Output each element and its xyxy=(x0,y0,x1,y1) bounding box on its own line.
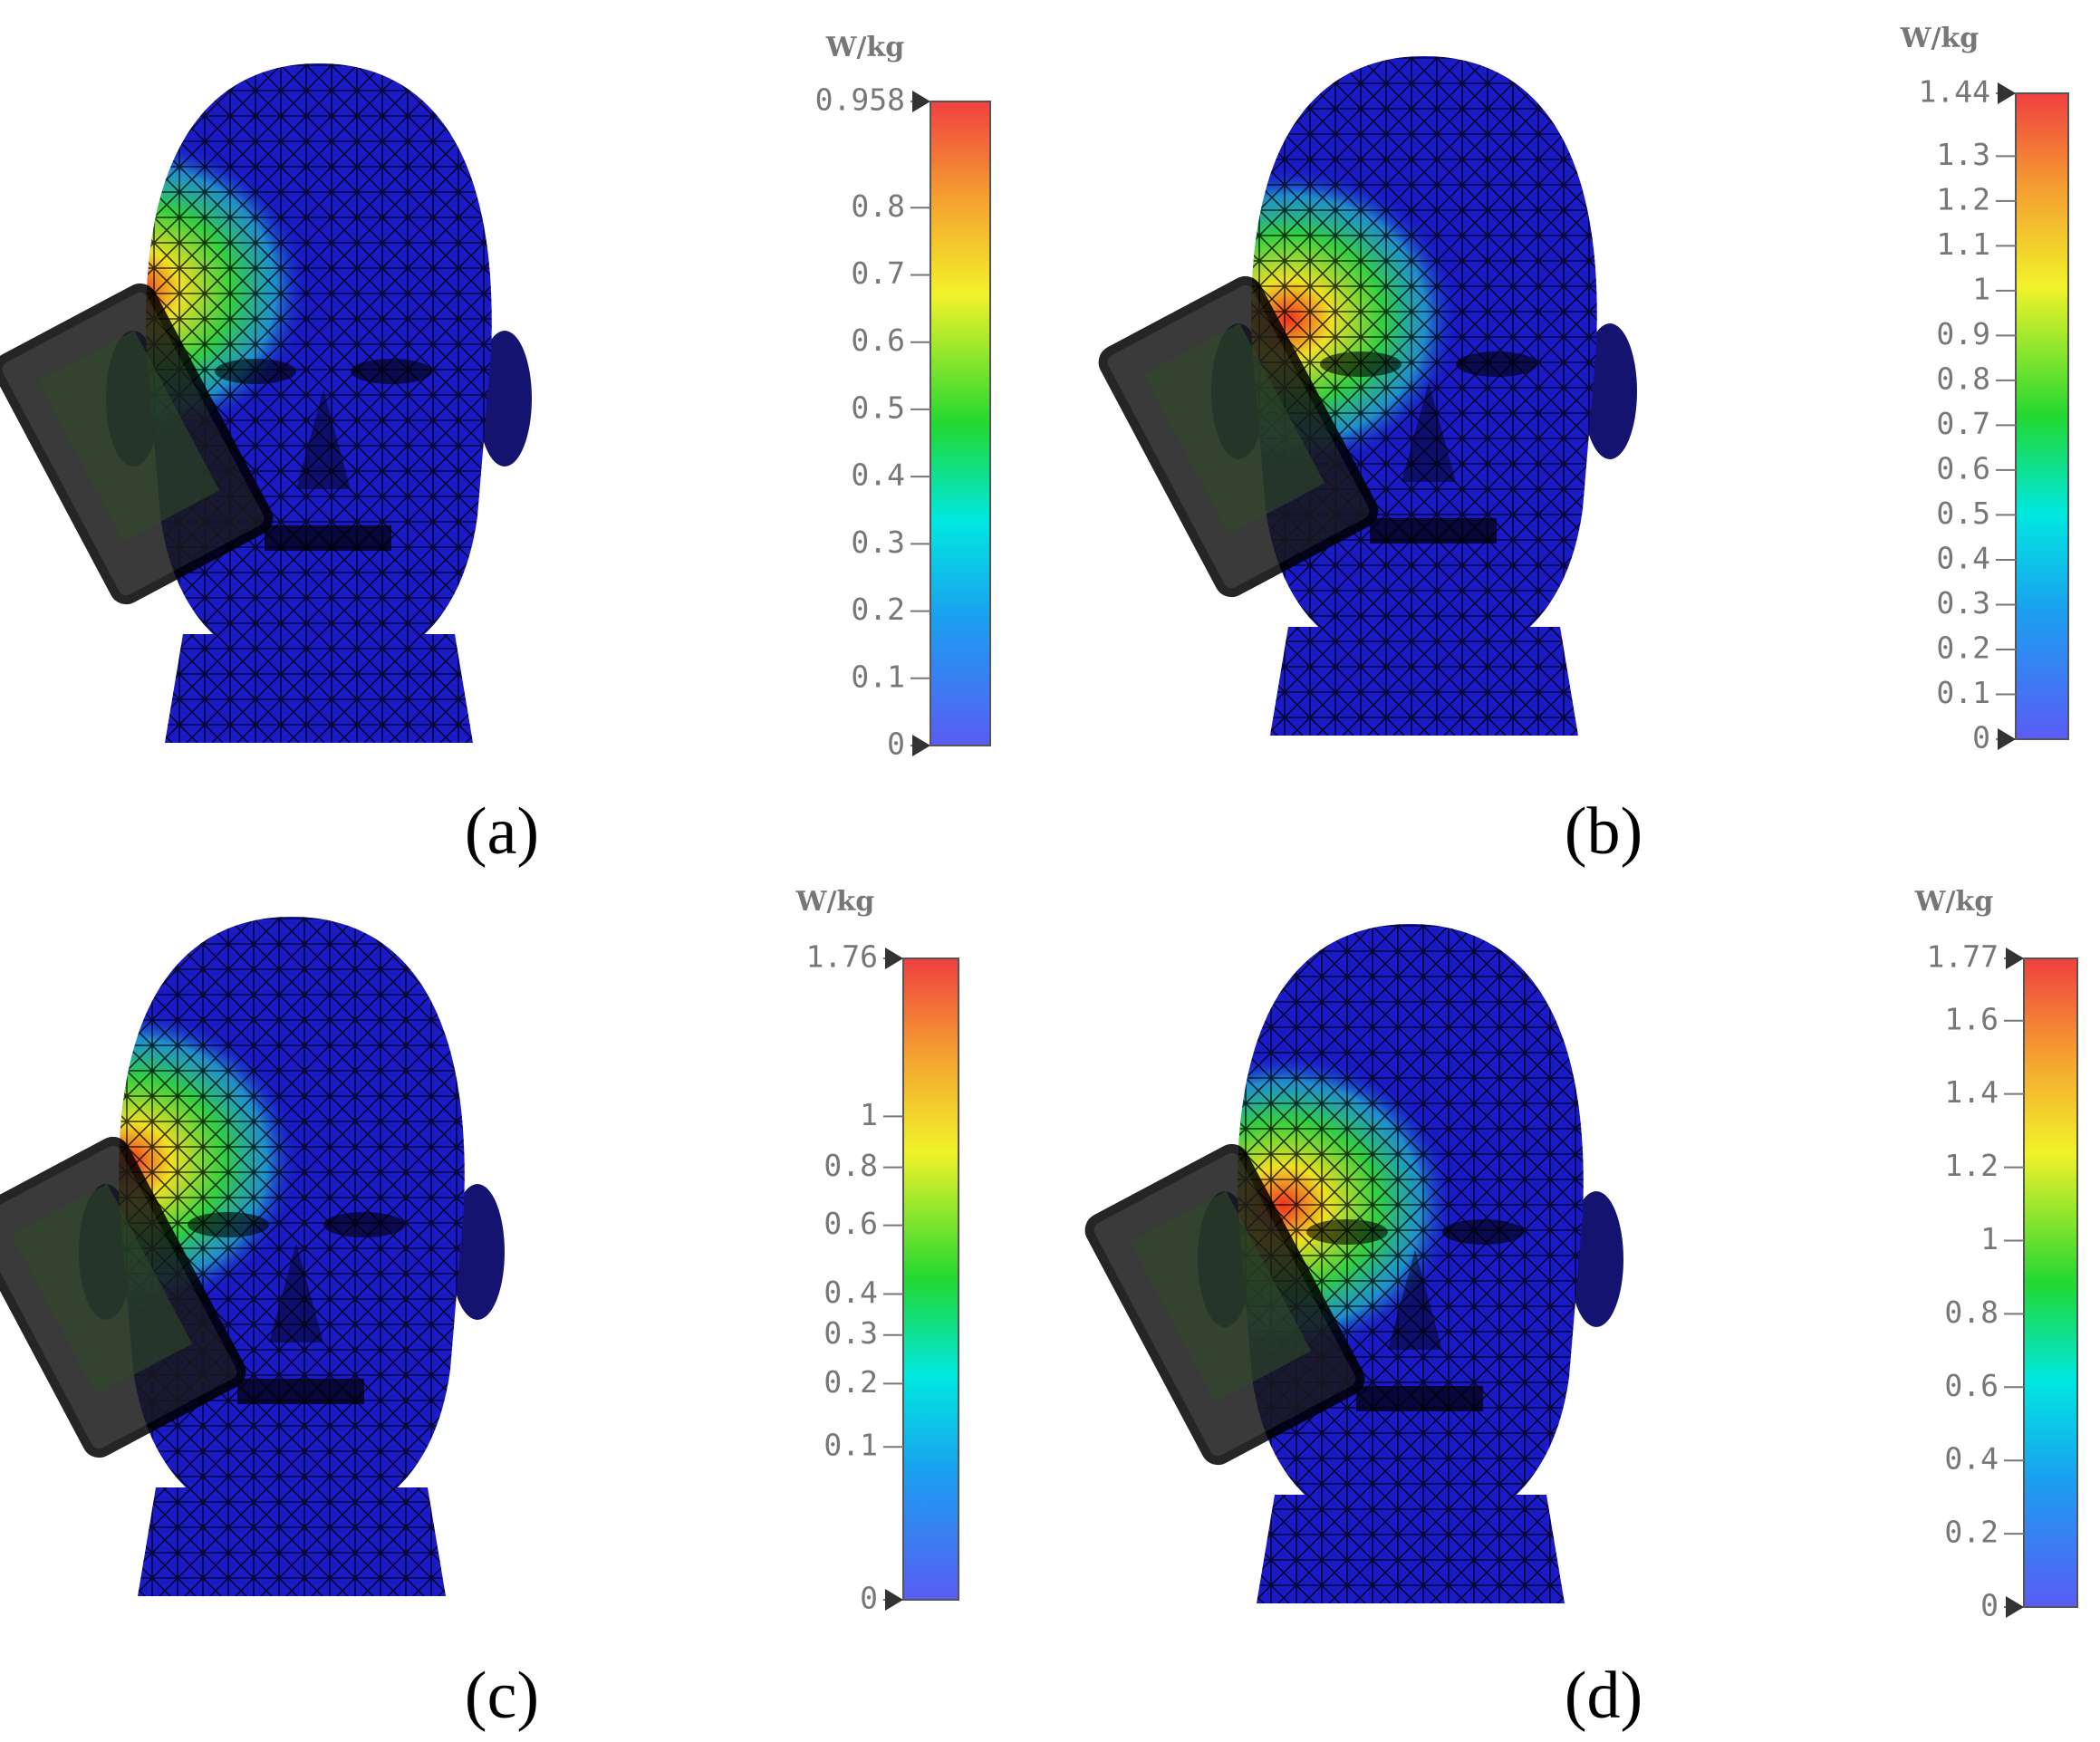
nose xyxy=(296,390,351,489)
tick-label: 1.3 xyxy=(1936,137,1990,172)
tick-label: 0.6 xyxy=(851,322,905,358)
mouth xyxy=(1356,1386,1483,1411)
colorbar-unit: W/kg xyxy=(825,32,904,63)
tick-label: 1.1 xyxy=(1936,226,1990,262)
tick-label: 0.9 xyxy=(1936,316,1990,351)
ear xyxy=(1569,1191,1623,1327)
tick-label: 1.77 xyxy=(1927,939,1999,975)
eye xyxy=(1442,1219,1524,1245)
colorbar xyxy=(2015,92,2069,740)
panel-label: (a) xyxy=(465,794,539,869)
limit-arrow xyxy=(912,91,930,112)
tick-label: 0.2 xyxy=(824,1364,878,1400)
colorbar xyxy=(902,958,959,1601)
tick-label: 0.2 xyxy=(851,592,905,627)
tick-label: 1.2 xyxy=(1936,181,1990,217)
tick-label: 0 xyxy=(887,727,905,762)
mouth xyxy=(265,525,391,551)
tick-label: 0.2 xyxy=(1944,1515,1999,1550)
tick-label: 0.8 xyxy=(1936,361,1990,396)
tick-label: 0.7 xyxy=(851,255,905,291)
mouth xyxy=(237,1379,364,1404)
eye xyxy=(215,359,296,384)
panel: W/kg 0 0.1 0.2 0.3 0.4 0.6 0.8 1 1.76 (c) xyxy=(0,886,959,1733)
colorbar xyxy=(2023,958,2078,1608)
nose xyxy=(1388,1250,1442,1350)
ear xyxy=(477,331,532,467)
head-model xyxy=(1084,924,1623,1603)
tick-label: 0.5 xyxy=(851,390,905,425)
eye xyxy=(1320,351,1402,377)
tick-label: 0.3 xyxy=(1936,585,1990,621)
colorbar-unit: W/kg xyxy=(795,886,874,918)
tick-label: 0.1 xyxy=(824,1428,878,1463)
limit-arrow xyxy=(885,1589,903,1611)
limit-arrow xyxy=(2006,948,2024,969)
tick-label: 1 xyxy=(1972,271,1990,306)
panel: W/kg 0 0.1 0.2 0.3 0.4 0.5 0.6 0.7 0.8 0.9 1 1.1 1.2 1… xyxy=(1098,23,2069,869)
colorbar-unit: W/kg xyxy=(1914,886,1993,918)
tick-label: 1.4 xyxy=(1944,1074,1999,1110)
panel-label: (d) xyxy=(1565,1659,1642,1733)
head-model xyxy=(1098,56,1637,736)
tick-label: 0.6 xyxy=(1936,450,1990,486)
colorbar xyxy=(930,101,991,746)
tick-label: 0.7 xyxy=(1936,406,1990,441)
colorbar-unit: W/kg xyxy=(1900,23,1979,54)
tick-label: 0.8 xyxy=(851,188,905,224)
tick-label: 0.1 xyxy=(851,659,905,694)
tick-label: 1 xyxy=(860,1097,878,1132)
limit-arrow xyxy=(1998,728,2016,750)
tick-label: 1.76 xyxy=(806,939,878,975)
tick-label: 0 xyxy=(1980,1588,1999,1623)
ear xyxy=(1583,323,1637,459)
tick-label: 1.2 xyxy=(1944,1148,1999,1183)
phone-screen xyxy=(1143,322,1325,534)
tick-label: 0.5 xyxy=(1936,496,1990,531)
tick-label: 0.4 xyxy=(851,457,905,493)
tick-label: 1.6 xyxy=(1944,1001,1999,1036)
head-model xyxy=(0,917,505,1596)
nose xyxy=(1402,382,1456,482)
tick-label: 0.8 xyxy=(824,1148,878,1183)
head-model xyxy=(0,63,532,743)
eye xyxy=(1456,351,1537,377)
tick-label: 0.1 xyxy=(1936,675,1990,710)
tick-label: 0.4 xyxy=(824,1275,878,1310)
panel: W/kg 0 0.2 0.4 0.6 0.8 1 1.2 1.4 1.6 1.77 (d) xyxy=(1084,886,2078,1733)
tick-label: 0.4 xyxy=(1944,1441,1999,1477)
limit-arrow xyxy=(2006,1596,2024,1618)
tick-label: 0 xyxy=(1972,720,1990,756)
eye xyxy=(351,359,432,384)
panel: W/kg 0 0.1 0.2 0.3 0.4 0.5 0.6 0.7 0.8 0.958 (a) xyxy=(0,32,991,869)
eye xyxy=(323,1212,405,1237)
tick-label: 0.3 xyxy=(851,525,905,560)
tick-label: 1 xyxy=(1980,1221,1999,1256)
phone-screen xyxy=(38,330,220,542)
limit-arrow xyxy=(912,735,930,756)
tick-label: 0.6 xyxy=(824,1206,878,1241)
tick-label: 0.4 xyxy=(1936,540,1990,575)
tick-label: 0.8 xyxy=(1944,1294,1999,1330)
tick-label: 0.2 xyxy=(1936,630,1990,665)
nose xyxy=(269,1243,323,1343)
tick-label: 0.3 xyxy=(824,1315,878,1351)
tick-label: 0.6 xyxy=(1944,1368,1999,1403)
panel-label: (c) xyxy=(465,1659,539,1733)
mouth xyxy=(1370,518,1497,544)
panel-label: (b) xyxy=(1565,794,1642,869)
tick-label: 0 xyxy=(860,1581,878,1616)
phone-screen xyxy=(1130,1190,1312,1402)
tick-label: 0.958 xyxy=(815,82,905,118)
eye xyxy=(1306,1219,1388,1245)
ear xyxy=(450,1184,505,1320)
tick-label: 1.44 xyxy=(1919,74,1990,110)
limit-arrow xyxy=(1998,82,2016,104)
phone-screen xyxy=(11,1183,193,1395)
limit-arrow xyxy=(885,948,903,969)
eye xyxy=(188,1212,269,1237)
